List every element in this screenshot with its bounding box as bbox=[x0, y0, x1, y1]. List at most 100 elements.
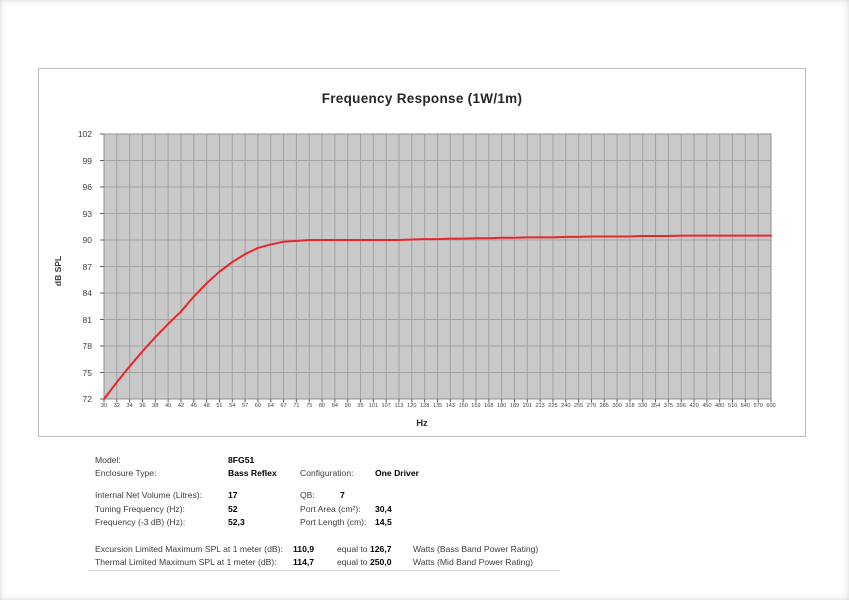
y-tick-label: 90 bbox=[82, 235, 92, 245]
x-tick-label: 128 bbox=[420, 403, 430, 409]
port-length-label: Port Length (cm): bbox=[300, 517, 367, 527]
y-tick-label: 99 bbox=[82, 155, 92, 166]
x-tick-label: 95 bbox=[357, 403, 364, 409]
x-tick-label: 159 bbox=[471, 403, 481, 409]
x-tick-label: 30 bbox=[100, 403, 108, 409]
port-length-value: 14,5 bbox=[375, 517, 392, 527]
frequency-response-plot bbox=[100, 133, 772, 403]
qb-value: 7 bbox=[340, 490, 345, 500]
x-tick-label: 143 bbox=[445, 403, 455, 409]
model-value: 8FG51 bbox=[228, 455, 255, 465]
x-tick-label: 189 bbox=[509, 403, 520, 409]
x-tick-label: 480 bbox=[715, 403, 725, 409]
y-tick-label: 102 bbox=[77, 129, 92, 139]
x-tick-label: 42 bbox=[177, 403, 185, 409]
net-volume-value: 17 bbox=[228, 490, 238, 500]
x-tick-label: 600 bbox=[766, 403, 776, 409]
thermal-watts-note: Watts (Mid Band Power Rating) bbox=[413, 557, 534, 567]
x-axis-labels: 30 32 34 36 38 40 42 45 48 51 54 57 60 64 67 71 75 80 84 90… bbox=[100, 403, 776, 413]
y-tick-label: 78 bbox=[82, 341, 92, 351]
x-tick-label: 32 bbox=[113, 403, 120, 409]
x-tick-label: 120 bbox=[407, 403, 417, 409]
excursion-watts-value: 126,7 bbox=[370, 543, 392, 554]
x-tick-label: 75 bbox=[306, 403, 313, 409]
x-tick-label: 396 bbox=[676, 403, 686, 409]
x-tick-label: 180 bbox=[496, 403, 507, 409]
enclosure-type-label: Enclosure Type: bbox=[95, 468, 157, 478]
x-tick-label: 375 bbox=[663, 403, 674, 409]
x-tick-label: 40 bbox=[165, 403, 172, 409]
y-tick-label: 75 bbox=[82, 367, 92, 378]
qb-label: QB: bbox=[300, 490, 315, 500]
thermal-equal-text: equal to bbox=[337, 557, 368, 567]
excursion-spl-label: Excursion Limited Maximum SPL at 1 meter… bbox=[95, 543, 283, 554]
excursion-spl-value: 110,9 bbox=[293, 543, 315, 554]
x-tick-label: 48 bbox=[203, 403, 210, 409]
y-tick-label: 87 bbox=[82, 261, 92, 272]
x-tick-label: 450 bbox=[702, 403, 712, 409]
excursion-watts-note: Watts (Bass Band Power Rating) bbox=[413, 543, 539, 554]
y-tick-label: 81 bbox=[82, 314, 92, 325]
x-tick-label: 570 bbox=[753, 403, 763, 409]
x-tick-label: 36 bbox=[139, 403, 146, 409]
x-tick-label: 240 bbox=[561, 403, 571, 409]
x-tick-label: 90 bbox=[344, 403, 351, 409]
thermal-spl-label: Thermal Limited Maximum SPL at 1 meter (… bbox=[95, 557, 277, 567]
x-tick-label: 57 bbox=[241, 403, 249, 409]
net-volume-label: Internal Net Volume (Litres): bbox=[95, 490, 202, 500]
plot-area bbox=[100, 133, 772, 403]
frequency-response-panel: Frequency Response (1W/1m) dB SPL 72 75 78… bbox=[38, 68, 806, 437]
enclosure-type-value: Bass Reflex bbox=[228, 468, 277, 478]
x-tick-label: 168 bbox=[484, 403, 494, 409]
x-tick-label: 285 bbox=[599, 403, 609, 409]
x-tick-label: 101 bbox=[368, 403, 379, 409]
table-bottom-rule bbox=[88, 570, 560, 571]
x-tick-label: 51 bbox=[216, 403, 223, 409]
x-tick-label: 135 bbox=[432, 403, 443, 409]
x-tick-label: 34 bbox=[126, 403, 133, 409]
x-tick-label: 510 bbox=[727, 403, 738, 409]
x-tick-label: 54 bbox=[229, 403, 236, 409]
x-tick-label: 150 bbox=[458, 403, 468, 409]
x-tick-label: 71 bbox=[293, 403, 300, 409]
x-tick-label: 255 bbox=[573, 403, 584, 409]
y-tick-label: 72 bbox=[82, 394, 92, 404]
f3-frequency-label: Frequency (-3 dB) (Hz): bbox=[95, 517, 186, 527]
x-tick-label: 270 bbox=[586, 403, 597, 409]
y-tick-label: 93 bbox=[82, 208, 92, 219]
x-tick-label: 60 bbox=[254, 403, 262, 409]
x-tick-label: 45 bbox=[190, 403, 197, 409]
configuration-label: Configuration: bbox=[300, 468, 354, 478]
port-area-value: 30,4 bbox=[375, 503, 392, 514]
x-tick-label: 300 bbox=[612, 403, 622, 409]
y-tick-label: 84 bbox=[82, 288, 92, 298]
chart-title: Frequency Response (1W/1m) bbox=[321, 91, 523, 106]
x-tick-label: 67 bbox=[280, 403, 287, 409]
tuning-frequency-value: 52 bbox=[228, 503, 238, 514]
port-area-label: Port Area (cm²): bbox=[300, 503, 361, 514]
x-tick-label: 113 bbox=[394, 403, 404, 409]
model-label: Model: bbox=[95, 455, 121, 465]
y-axis-labels: 72 75 78 81 84 87 90 93 96 99 102 bbox=[61, 129, 99, 404]
thermal-spl-value: 114,7 bbox=[293, 557, 315, 567]
x-tick-label: 80 bbox=[318, 403, 326, 409]
x-tick-label: 38 bbox=[152, 403, 159, 409]
tuning-frequency-label: Tuning Frequency (Hz): bbox=[95, 503, 185, 514]
thermal-watts-value: 250,0 bbox=[370, 557, 392, 567]
x-tick-label: 107 bbox=[381, 403, 391, 409]
x-tick-label: 64 bbox=[267, 403, 274, 409]
x-tick-label: 354 bbox=[650, 403, 661, 409]
y-tick-label: 96 bbox=[82, 182, 92, 192]
x-tick-label: 540 bbox=[740, 403, 751, 409]
x-axis-title: Hz bbox=[416, 418, 428, 429]
x-tick-label: 213 bbox=[535, 403, 545, 409]
excursion-equal-text: equal to bbox=[337, 543, 368, 554]
x-tick-label: 225 bbox=[548, 403, 558, 409]
x-tick-label: 420 bbox=[689, 403, 699, 409]
f3-frequency-value: 52,3 bbox=[228, 517, 245, 527]
configuration-value: One Driver bbox=[375, 468, 419, 478]
x-tick-label: 201 bbox=[522, 403, 532, 409]
x-tick-label: 84 bbox=[331, 403, 338, 409]
x-tick-label: 336 bbox=[638, 403, 648, 409]
